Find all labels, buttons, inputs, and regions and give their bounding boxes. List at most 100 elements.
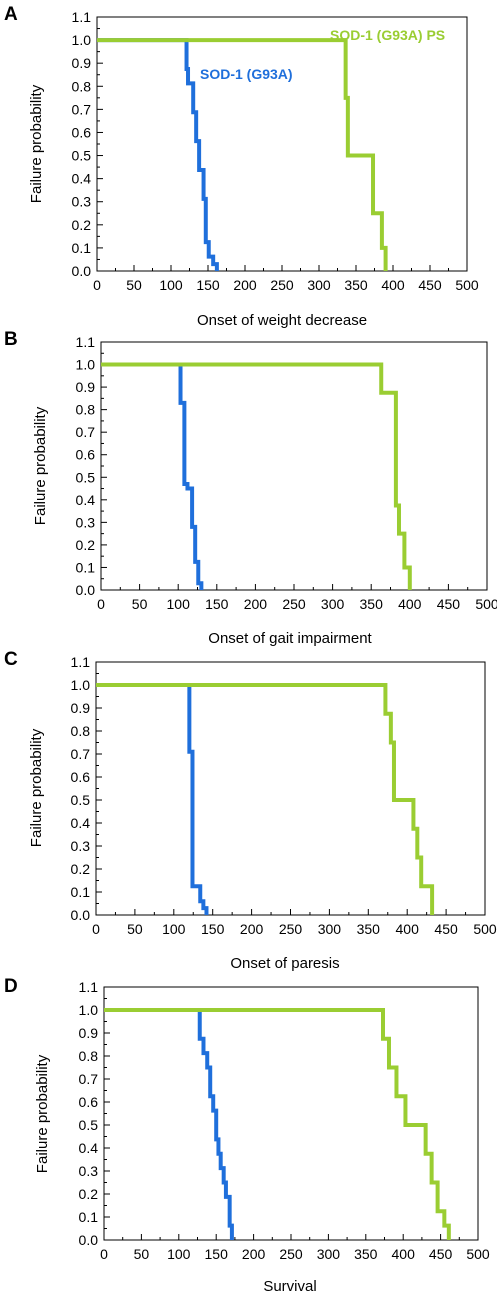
y-tick-label: 0.3 <box>72 194 92 210</box>
legend-label-sod1-g93a: SOD-1 (G93A) <box>200 66 293 82</box>
y-tick-label: 0.8 <box>76 402 96 418</box>
y-tick-label: 0.2 <box>79 1186 99 1202</box>
y-axis-label-a: Failure probability <box>28 84 45 203</box>
x-tick-label: 500 <box>455 277 479 293</box>
panel-letter-a: A <box>4 4 18 25</box>
x-tick-label: 350 <box>354 1246 378 1262</box>
y-tick-label: 0.6 <box>71 769 91 785</box>
panel-letter-d: D <box>4 976 18 997</box>
y-tick-label: 1.0 <box>76 357 96 373</box>
panel-c: C 0 50 100 150 200 250 300 350 400 450 500 0.00.10… <box>4 649 497 972</box>
x-tick-label: 350 <box>360 596 384 612</box>
x-tick-label: 500 <box>466 1246 490 1262</box>
x-tick-label: 250 <box>270 277 294 293</box>
y-tick-label: 0.1 <box>76 559 96 575</box>
series-line-sod1-g93a <box>101 362 204 590</box>
plot-frame-c <box>95 661 486 916</box>
x-ticks-a: 0 50 100 150 200 250 300 350 400 450 500 <box>93 265 479 293</box>
x-tick-label: 300 <box>307 277 331 293</box>
y-tick-label: 0.7 <box>71 746 91 762</box>
x-tick-label: 500 <box>475 596 497 612</box>
x-tick-label: 300 <box>317 1246 341 1262</box>
x-tick-label: 300 <box>321 596 345 612</box>
legend-label-sod1-g93a-ps: SOD-1 (G93A) PS <box>330 27 445 43</box>
plot-frame-d <box>103 986 479 1241</box>
x-tick-label: 200 <box>244 596 268 612</box>
x-tick-label: 450 <box>434 921 458 937</box>
y-tick-label: 0.9 <box>71 700 91 716</box>
y-tick-label: 0.5 <box>79 1117 99 1133</box>
y-tick-label: 0.1 <box>71 884 91 900</box>
y-tick-label: 1.1 <box>79 979 99 995</box>
x-tick-label: 400 <box>381 277 405 293</box>
series-d <box>104 1008 451 1240</box>
y-tick-label: 0.1 <box>72 240 92 256</box>
y-tick-label: 0.9 <box>72 55 92 71</box>
panel-d: D 0 50 100 150 200 250 300 350 400 450 500 0.00.10… <box>4 976 490 1295</box>
y-tick-label: 0.7 <box>79 1071 99 1087</box>
y-tick-label: 0.4 <box>71 815 91 831</box>
x-tick-label: 150 <box>205 596 229 612</box>
x-tick-label: 50 <box>134 1246 150 1262</box>
x-ticks-c: 0 50 100 150 200 250 300 350 400 450 500 <box>92 909 497 937</box>
y-tick-label: 1.0 <box>79 1002 99 1018</box>
x-ticks-d: 0 50 100 150 200 250 300 350 400 450 500 <box>100 1234 490 1262</box>
series-line-sod1-g93a-ps <box>101 362 412 590</box>
y-ticks-b: 0.0 0.1 0.2 0.3 0.4 0.5 0.6 0.7 0.8 0.9 1.0 1.1 <box>76 334 107 598</box>
x-tick-label: 50 <box>132 596 148 612</box>
x-tick-label: 500 <box>473 921 497 937</box>
y-tick-label: 0.2 <box>72 217 92 233</box>
x-tick-label: 50 <box>126 277 142 293</box>
series-a <box>97 38 388 271</box>
y-tick-label: 1.1 <box>76 334 96 350</box>
y-axis-label-c: Failure probability <box>28 728 45 847</box>
x-tick-label: 0 <box>92 921 100 937</box>
series-line-sod1-g93a-ps <box>96 683 435 915</box>
y-axis-label-d: Failure probability <box>34 1054 51 1173</box>
y-axis-label-b: Failure probability <box>32 406 49 525</box>
y-tick-label: 0.7 <box>72 101 92 117</box>
y-tick-label: 0.5 <box>71 792 91 808</box>
plot-frame-b <box>100 341 488 591</box>
y-tick-label: 0.7 <box>76 424 96 440</box>
x-tick-label: 400 <box>398 596 422 612</box>
x-tick-label: 200 <box>242 1246 266 1262</box>
x-tick-label: 450 <box>429 1246 453 1262</box>
y-tick-label: 0.3 <box>79 1163 99 1179</box>
x-tick-label: 350 <box>357 921 381 937</box>
x-tick-label: 250 <box>279 1246 303 1262</box>
y-tick-label: 0.5 <box>76 469 96 485</box>
y-tick-label: 0.3 <box>71 838 91 854</box>
y-tick-label: 0.8 <box>79 1048 99 1064</box>
x-axis-label-a: Onset of weight decrease <box>197 312 367 329</box>
x-tick-label: 200 <box>233 277 257 293</box>
y-tick-label: 0.5 <box>72 148 92 164</box>
x-tick-label: 50 <box>127 921 143 937</box>
x-tick-label: 300 <box>318 921 342 937</box>
x-tick-label: 100 <box>162 921 186 937</box>
y-tick-label: 0.0 <box>79 1232 99 1248</box>
x-tick-label: 200 <box>240 921 264 937</box>
x-ticks-b: 0 50 100 150 200 250 300 350 400 450 500 <box>97 584 497 612</box>
y-tick-label: 1.0 <box>71 677 91 693</box>
x-tick-label: 0 <box>97 596 105 612</box>
y-ticks-a: 0.0 0.1 0.2 0.3 0.4 0.5 0.6 0.7 0.8 0.9 1.0 1.1 <box>72 9 103 279</box>
y-tick-label: 0.6 <box>72 124 92 140</box>
x-tick-label: 250 <box>279 921 303 937</box>
x-tick-label: 400 <box>396 921 420 937</box>
y-tick-label: 1.1 <box>72 9 92 25</box>
y-tick-label: 0.9 <box>76 379 96 395</box>
y-tick-label: 0.6 <box>79 1094 99 1110</box>
x-tick-label: 100 <box>159 277 183 293</box>
x-tick-label: 150 <box>205 1246 229 1262</box>
y-tick-label: 0.0 <box>76 582 96 598</box>
x-tick-label: 150 <box>196 277 220 293</box>
y-tick-label: 0.4 <box>72 171 92 187</box>
panel-b: B 0 50 100 150 200 250 300 350 400 450 500 0.00.10… <box>4 329 497 647</box>
y-ticks-c: 0.0 0.1 0.2 0.3 0.4 0.5 0.6 0.7 0.8 0.9 1.0 1.1 <box>71 654 102 923</box>
y-tick-label: 1.0 <box>72 32 92 48</box>
y-tick-label: 0.3 <box>76 514 96 530</box>
y-tick-label: 0.9 <box>79 1025 99 1041</box>
x-axis-label-b: Onset of gait impairment <box>208 630 372 647</box>
series-line-sod1-g93a <box>96 683 209 915</box>
